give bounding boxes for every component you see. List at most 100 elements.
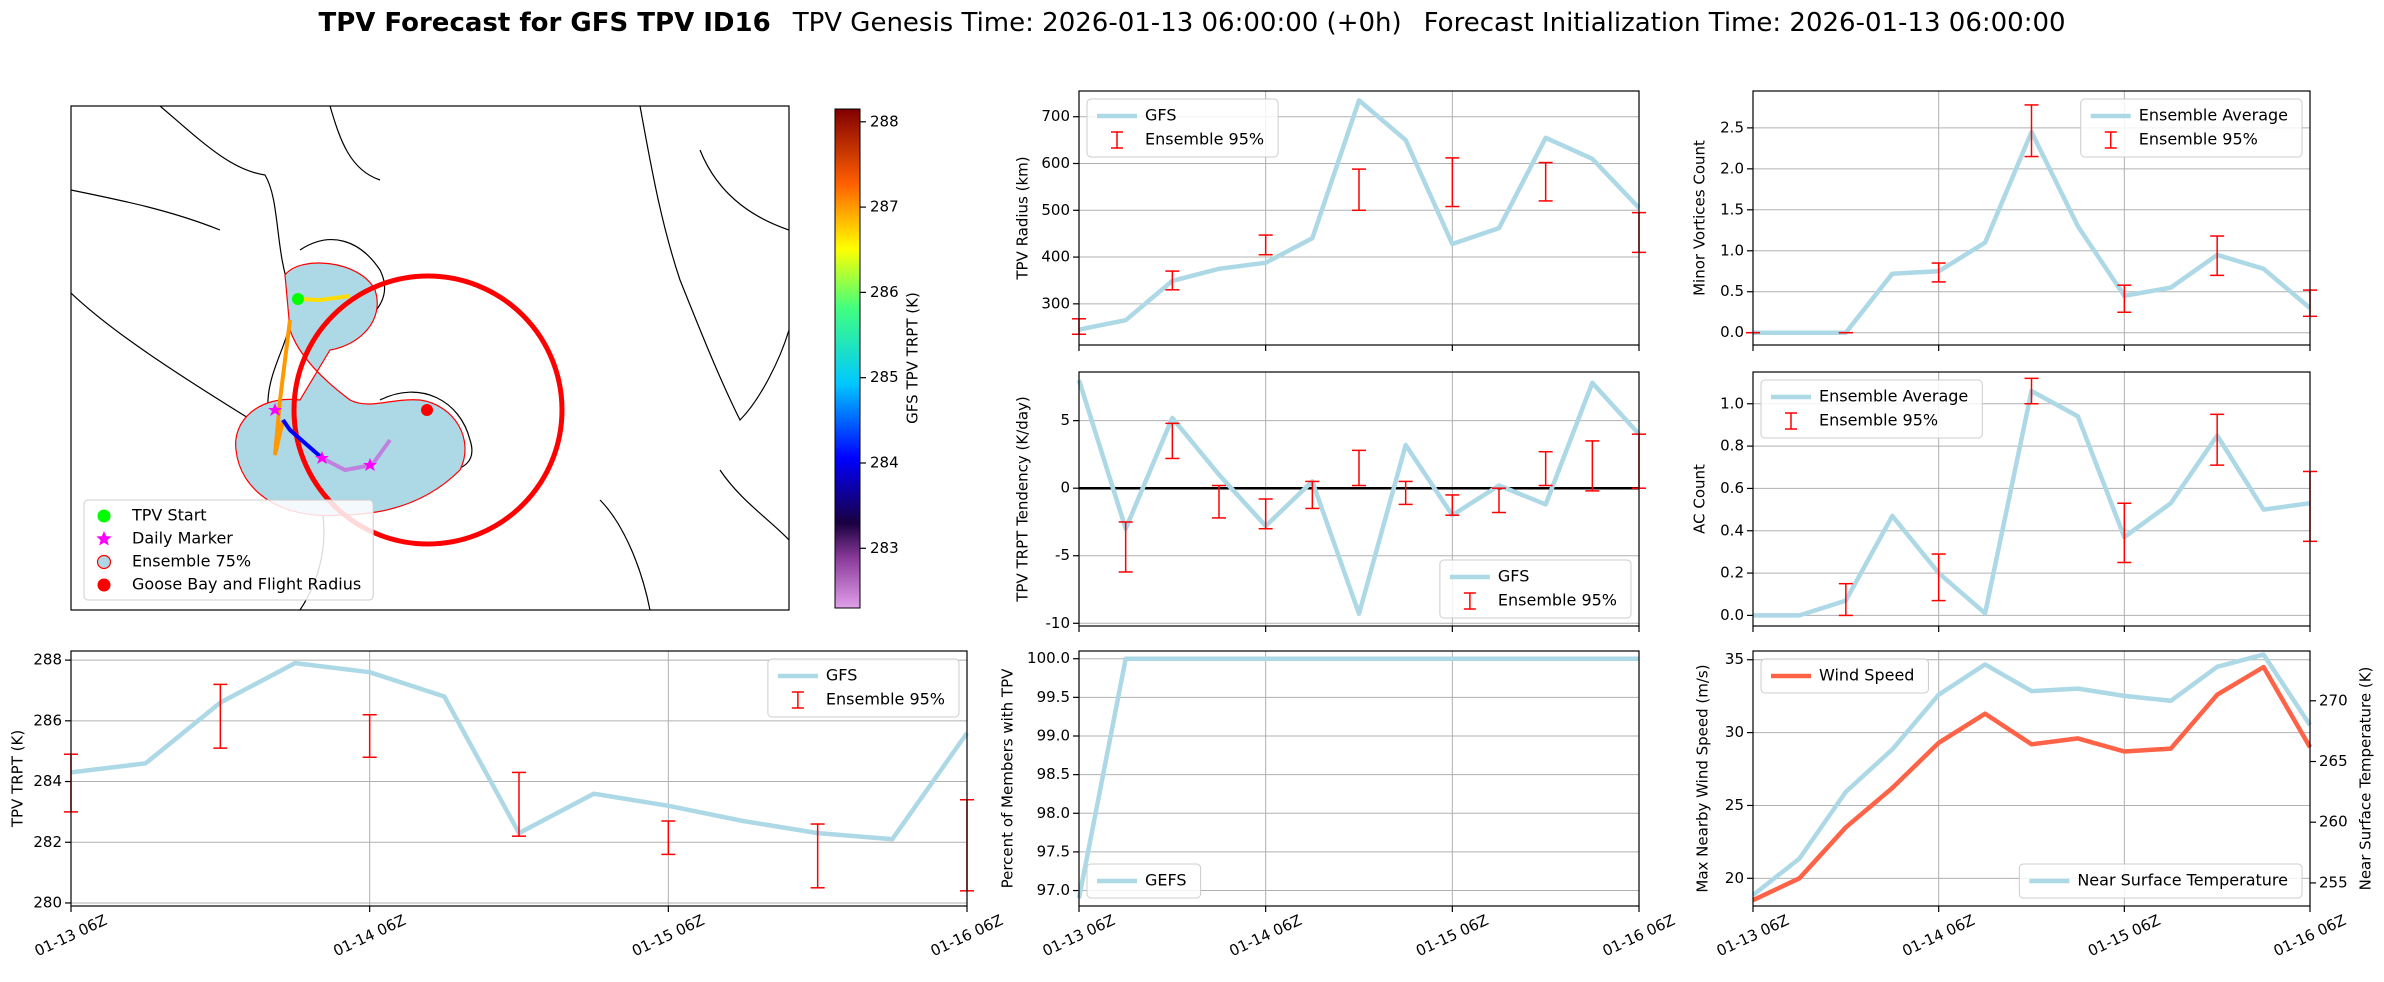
y-axis-label: TPV TRPT Tendency (K/day) bbox=[1014, 396, 1032, 602]
y-tick-label: 284 bbox=[33, 772, 62, 790]
legend-box bbox=[1086, 98, 1279, 158]
y-tick-label: 97.0 bbox=[1037, 881, 1070, 899]
y-tick-label: 20 bbox=[1725, 869, 1744, 887]
y-tick-label: 99.0 bbox=[1037, 727, 1070, 745]
y-tick-label: 0.6 bbox=[1720, 479, 1744, 497]
y-tick-label: 100.0 bbox=[1027, 649, 1070, 667]
legend-label: Ensemble 95% bbox=[1819, 411, 1938, 430]
colorbar-tick-label: 288 bbox=[870, 112, 899, 130]
title-main: TPV Forecast for GFS TPV ID16 bbox=[318, 8, 770, 38]
axes-frame bbox=[1078, 90, 1640, 346]
legend-marker bbox=[96, 531, 112, 546]
y-tick-label: 2.0 bbox=[1720, 159, 1744, 177]
y2-tick-label: 270 bbox=[2319, 691, 2348, 709]
track bbox=[297, 294, 351, 303]
track bbox=[281, 418, 324, 460]
x-tick-label: 01-14 06Z bbox=[330, 911, 408, 960]
colorbar-tick-label: 284 bbox=[870, 453, 899, 471]
y-tick-label: -5 bbox=[1055, 546, 1070, 564]
y-tick-label: 280 bbox=[33, 893, 62, 911]
axes-frame bbox=[1752, 650, 2311, 907]
y-tick-label: 25 bbox=[1725, 796, 1744, 814]
legend-box bbox=[1760, 658, 1929, 694]
y-tick-label: 0.4 bbox=[1720, 521, 1744, 539]
legend-box bbox=[1086, 863, 1202, 899]
y-tick-label: 97.5 bbox=[1037, 842, 1070, 860]
y-tick-label: 2.5 bbox=[1720, 118, 1744, 136]
legend: Ensemble Average Ensemble 95% bbox=[2080, 98, 2303, 158]
daily-marker bbox=[315, 451, 329, 464]
series-line bbox=[1753, 129, 2312, 335]
y-axis-label: AC Count bbox=[1691, 464, 1709, 534]
y-tick-label: 282 bbox=[33, 833, 62, 851]
y-axis-label: TPV Radius (km) bbox=[1014, 156, 1032, 280]
legend: GEFS bbox=[1086, 863, 1202, 899]
colorbar-tick-label: 285 bbox=[870, 368, 899, 386]
y-tick-label: 0.0 bbox=[1720, 606, 1744, 624]
legend-box bbox=[2018, 863, 2303, 899]
legend-box bbox=[1760, 379, 1983, 439]
x-tick-label: 01-13 06Z bbox=[32, 911, 110, 960]
legend-label: TPV Start bbox=[131, 506, 207, 525]
y-tick-label: 300 bbox=[1041, 294, 1070, 312]
y2-axis-label: Near Surface Temperature (K) bbox=[2357, 667, 2375, 891]
colorbar-tick-label: 283 bbox=[870, 539, 899, 557]
colorbar-tick-label: 287 bbox=[870, 198, 899, 216]
figure-title: TPV Forecast for GFS TPV ID16 TPV Genesis… bbox=[318, 8, 2065, 38]
border bbox=[71, 292, 267, 430]
series-line bbox=[1076, 656, 1639, 899]
x-tick-label: 01-13 06Z bbox=[1040, 911, 1118, 960]
legend-label: Near Surface Temperature bbox=[2077, 871, 2288, 890]
legend-box bbox=[767, 658, 960, 718]
map-features bbox=[71, 106, 789, 610]
y-tick-label: 1.5 bbox=[1720, 200, 1744, 218]
y-tick-label: 98.5 bbox=[1037, 765, 1070, 783]
title-init: Forecast Initialization Time: 2026-01-13… bbox=[1424, 8, 2066, 38]
axes-frame bbox=[1078, 650, 1640, 907]
y-tick-label: 500 bbox=[1041, 201, 1070, 219]
x-tick-label: 01-15 06Z bbox=[2085, 911, 2163, 960]
legend-box bbox=[2080, 98, 2303, 158]
y2-tick-label: 260 bbox=[2319, 813, 2348, 831]
y-tick-label: 98.0 bbox=[1037, 804, 1070, 822]
tpv-start bbox=[292, 293, 304, 305]
y-tick-label: 286 bbox=[33, 711, 62, 729]
y-tick-label: 30 bbox=[1725, 723, 1744, 741]
map-legend: TPV Start Daily Marker Ensemble 75% Goose B… bbox=[83, 499, 374, 601]
daily-marker bbox=[268, 403, 282, 416]
track bbox=[273, 319, 292, 456]
colorbar-tick-label: 286 bbox=[870, 283, 899, 301]
axes-frame bbox=[1752, 371, 2311, 627]
y-tick-label: 700 bbox=[1041, 107, 1070, 125]
legend-label: GFS bbox=[1498, 567, 1529, 586]
y-tick-label: -10 bbox=[1046, 614, 1071, 632]
y-tick-label: 600 bbox=[1041, 154, 1070, 172]
goose-bay bbox=[421, 404, 433, 416]
legend-label: Ensemble 95% bbox=[1498, 591, 1617, 610]
y2-tick-label: 255 bbox=[2319, 873, 2348, 891]
y-axis-label: Percent of Members with TPV bbox=[999, 668, 1017, 889]
y-axis-label: Minor Vortices Count bbox=[1691, 140, 1709, 296]
y2-tick-label: 265 bbox=[2319, 752, 2348, 770]
legend-label: Ensemble 95% bbox=[2139, 130, 2258, 149]
legend: Ensemble Average Ensemble 95% bbox=[1760, 379, 1983, 439]
x-tick-label: 01-14 06Z bbox=[1226, 911, 1304, 960]
legend-label: Ensemble 95% bbox=[1145, 130, 1264, 149]
x-tick-label: 01-16 06Z bbox=[1600, 911, 1678, 960]
x-tick-label: 01-13 06Z bbox=[1714, 911, 1792, 960]
y-tick-label: 0.2 bbox=[1720, 564, 1744, 582]
legend-label: Ensemble 75% bbox=[132, 552, 251, 571]
y-tick-label: 0.8 bbox=[1720, 437, 1744, 455]
legend-box bbox=[83, 499, 374, 601]
title-genesis: TPV Genesis Time: 2026-01-13 06:00:00 (+… bbox=[792, 8, 1402, 38]
legend-label: Ensemble 95% bbox=[826, 690, 945, 709]
x-tick-label: 01-16 06Z bbox=[928, 911, 1006, 960]
y-axis-label: TPV TRPT (K) bbox=[9, 730, 27, 828]
y-tick-label: 0 bbox=[1060, 479, 1070, 497]
x-tick-label: 01-15 06Z bbox=[629, 911, 707, 960]
legend: GFS Ensemble 95% bbox=[1086, 98, 1279, 158]
x-tick-label: 01-15 06Z bbox=[1413, 911, 1491, 960]
legend-label: Ensemble Average bbox=[1819, 387, 1968, 406]
